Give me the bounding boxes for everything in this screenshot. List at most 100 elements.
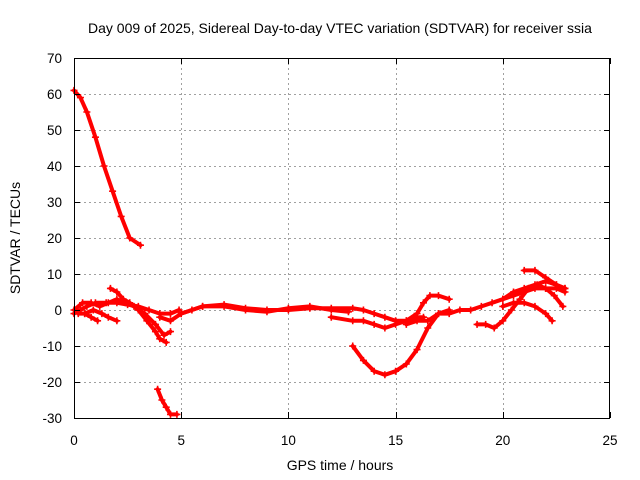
y-tick-label: 40 [47,159,62,174]
data-point [561,284,569,292]
data-point [143,317,151,325]
data-point [106,284,114,292]
y-tick-label: -30 [42,411,62,426]
data-point [392,367,400,375]
data-point [327,306,335,314]
data-point [550,292,558,300]
data-point [482,320,490,328]
data-point [507,306,515,314]
y-tick-label: 30 [47,195,62,210]
data-point [151,328,159,336]
series-arc-6 [81,310,102,325]
data-point [242,306,250,314]
data-point [434,292,442,300]
series-line [350,308,452,377]
data-point [413,310,421,318]
data-point [344,308,352,316]
data-point [426,292,434,300]
data-point [477,302,485,310]
series-arc-9 [177,302,352,318]
data-point [113,317,121,325]
y-tick-label: 0 [54,303,62,318]
data-point [359,317,367,325]
series-line [404,286,567,327]
series-arc-16 [499,277,569,303]
y-axis-label: SDTVAR / TECUs [7,182,23,294]
data-point [79,299,87,307]
data-point [162,338,170,346]
data-point [100,162,108,170]
data-point [306,302,314,310]
data-point [542,284,550,292]
data-point [402,360,410,368]
data-point [104,299,112,307]
y-tick-label: 20 [47,231,62,246]
data-point [104,313,112,321]
x-tick-label: 25 [602,433,617,448]
data-point [98,310,106,318]
data-point [96,302,104,310]
data-point [413,317,421,325]
data-point [531,266,539,274]
data-point [263,308,271,316]
data-point [359,356,367,364]
data-point [413,346,421,354]
data-point [199,302,207,310]
data-point [162,403,170,411]
data-point [424,317,432,325]
data-point [113,288,121,296]
data-point [370,310,378,318]
data-point [166,410,174,418]
data-point [349,342,357,350]
data-point [81,310,89,318]
data-point [166,328,174,336]
data-point [166,310,174,318]
data-point [370,367,378,375]
data-point [136,241,144,249]
data-point [158,396,166,404]
data-point [499,317,507,325]
series-line [155,387,179,417]
data-point [126,234,134,242]
data-point [456,306,464,314]
data-point [87,299,95,307]
data-point [510,299,518,307]
data-point [548,317,556,325]
data-point [520,284,528,292]
data-point [89,306,97,314]
data-point [488,299,496,307]
x-axis: 0 5 10 15 20 25 [70,58,618,448]
data-point [151,320,159,328]
data-point [381,371,389,379]
data-point [445,295,453,303]
data-point [359,306,367,314]
series-arc-10 [327,292,453,332]
data-layer [70,86,569,418]
series-line [108,286,169,345]
data-point [177,310,185,318]
y-tick-label: 50 [47,123,62,138]
data-point [117,212,125,220]
data-point [109,187,117,195]
x-tick-label: 10 [281,433,296,448]
data-point [160,331,168,339]
x-tick-label: 20 [495,433,510,448]
series-arc-7 [106,284,170,346]
data-point [83,108,91,116]
data-point [126,299,134,307]
data-point [284,304,292,312]
data-point [434,310,442,318]
data-point [499,302,507,310]
data-point [392,320,400,328]
data-point [370,320,378,328]
data-point [552,281,560,289]
data-point [419,299,427,307]
data-point [349,317,357,325]
data-point [349,304,357,312]
data-point [381,324,389,332]
data-point [499,295,507,303]
data-point [94,317,102,325]
data-point [166,317,174,325]
data-point [327,313,335,321]
